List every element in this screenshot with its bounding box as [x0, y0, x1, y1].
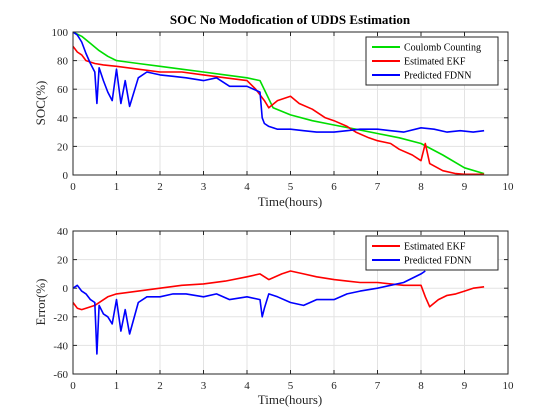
x-tick-label: 2	[157, 380, 163, 392]
legend-label-estimated-ekf: Estimated EKF	[404, 57, 466, 68]
y-tick-label: 80	[57, 56, 69, 68]
series-line-estimated-ekf	[73, 270, 485, 311]
series-group	[73, 270, 485, 355]
bottom-x-axis-label: Time(hours)	[258, 392, 323, 407]
legend-label-predicted-fdnn: Predicted FDNN	[404, 256, 472, 267]
legend: Estimated EKF Predicted FDNN	[365, 235, 499, 271]
x-tick-label: 8	[418, 380, 424, 392]
bottom-y-axis-label: Error(%)	[33, 279, 48, 326]
legend-label-coulomb-counting: Coulomb Counting	[404, 43, 481, 54]
x-tick-label: 9	[462, 380, 468, 392]
x-tick-label: 2	[157, 181, 163, 193]
top-y-axis-label: SOC(%)	[33, 81, 48, 126]
axes-box	[72, 31, 509, 176]
legend-label-predicted-fdnn: Predicted FDNN	[404, 71, 472, 82]
series-line-predicted-fdnn	[73, 32, 485, 133]
legend-box	[365, 235, 499, 271]
x-tick-label: 0	[70, 181, 76, 193]
y-tick-label: 60	[57, 84, 69, 96]
x-tick-label: 3	[201, 181, 207, 193]
x-tick-label: 4	[244, 380, 250, 392]
x-tick-label: 10	[503, 181, 515, 193]
y-tick-label: 40	[57, 113, 69, 125]
subplot-2: 0 1 2 3 4 5 6 7 8 9 10 -60 -40 -20 0 20 40 Estimated EKF P…	[53, 226, 514, 392]
x-tick-label: 5	[288, 181, 294, 193]
x-tick-label: 7	[375, 181, 381, 193]
series-line-coulomb-counting	[73, 32, 485, 175]
top-x-axis-label: Time(hours)	[258, 194, 323, 209]
y-tick-label: 40	[57, 226, 69, 238]
x-tick-label: 0	[70, 380, 76, 392]
x-tick-label: 1	[114, 181, 120, 193]
y-tick-label: -20	[53, 312, 68, 324]
x-tick-label: 4	[244, 181, 250, 193]
top-plot-title: SOC No Modofication of UDDS Estimation	[170, 12, 411, 27]
y-tick-label: 0	[63, 283, 69, 295]
y-tick-label: -40	[53, 340, 68, 352]
x-tick-label: 8	[418, 181, 424, 193]
legend: Coulomb Counting Estimated EKF Predicted F…	[365, 36, 499, 86]
x-tick-label: 6	[331, 181, 337, 193]
y-tick-label: 20	[57, 255, 69, 267]
y-tick-label: -60	[53, 369, 68, 381]
x-tick-label: 9	[462, 181, 468, 193]
series-group	[73, 32, 485, 175]
x-tick-label: 5	[288, 380, 294, 392]
x-tick-label: 7	[375, 380, 381, 392]
x-tick-label: 3	[201, 380, 207, 392]
series-line-predicted-fdnn	[73, 270, 426, 355]
x-tick-label: 1	[114, 380, 120, 392]
y-tick-label: 0	[63, 170, 69, 182]
x-tick-label: 10	[503, 380, 515, 392]
x-tick-label: 6	[331, 380, 337, 392]
legend-label-estimated-ekf: Estimated EKF	[404, 242, 466, 253]
y-tick-label: 100	[52, 27, 69, 39]
axes-box	[72, 230, 509, 375]
series-line-estimated-ekf	[73, 45, 485, 175]
y-tick-label: 20	[57, 141, 69, 153]
